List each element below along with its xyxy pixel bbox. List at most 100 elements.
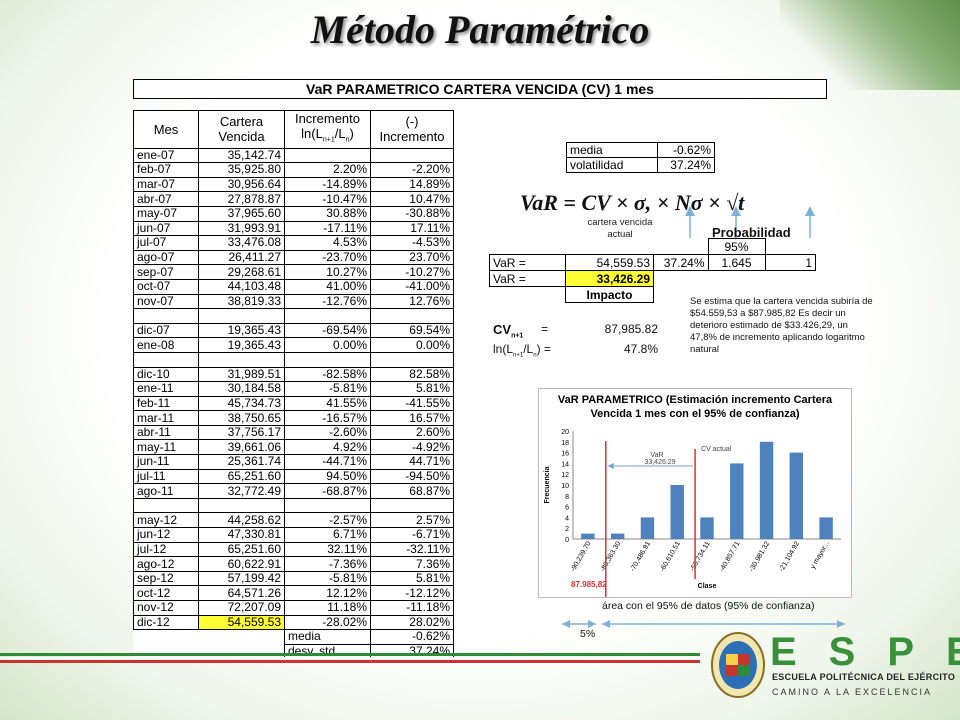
cartera-cell: 65,251.60 bbox=[198, 541, 285, 558]
table-row: jul-07 33,476.08 4.53% -4.53% bbox=[133, 235, 454, 251]
table-row: nov-07 38,819.33 -12.76% 12.76% bbox=[133, 293, 454, 310]
incremento-cell: -5.81% bbox=[284, 381, 371, 397]
table-row: dic-12 54,559.53 -28.02% 28.02% bbox=[133, 614, 454, 631]
x-tick-label: -60,610.51 bbox=[659, 540, 682, 573]
neg-incremento-cell: 5.81% bbox=[370, 570, 454, 587]
month-cell: dic-10 bbox=[133, 366, 199, 383]
incremento-cell: -7.36% bbox=[284, 556, 371, 572]
cartera-cell: 30,956.64 bbox=[198, 176, 285, 193]
month-cell: feb-11 bbox=[133, 395, 199, 412]
cartera-cell: 60,622.91 bbox=[198, 556, 285, 572]
cv-value: 87,985.82 bbox=[604, 322, 658, 336]
neg-incremento-cell: 69.54% bbox=[370, 322, 454, 339]
incremento-cell: -82.58% bbox=[284, 366, 371, 383]
month-cell: jul-07 bbox=[133, 235, 199, 251]
bar bbox=[730, 463, 744, 539]
incremento-cell: 4.92% bbox=[284, 439, 371, 456]
cartera-cell: 26,411.27 bbox=[198, 249, 285, 266]
y-tick-label: 4 bbox=[565, 515, 569, 522]
table-row: abr-07 27,878.87 -10.47% 10.47% bbox=[133, 191, 454, 207]
cartera-cell: 38,819.33 bbox=[198, 293, 285, 310]
cartera-cell: 64,571.26 bbox=[198, 585, 285, 601]
y-tick-label: 6 bbox=[565, 505, 569, 512]
cartera-cell: 65,251.60 bbox=[198, 468, 285, 485]
table-row: jul-12 65,251.60 32.11% -32.11% bbox=[133, 541, 454, 558]
incremento-cell: -23.70% bbox=[284, 249, 371, 266]
probabilidad-label: Probabilidad bbox=[712, 225, 791, 240]
neg-incremento-cell: 82.58% bbox=[370, 366, 454, 383]
table-row: jun-11 25,361.74 -44.71% 44.71% bbox=[133, 454, 454, 470]
incremento-cell: -5.81% bbox=[284, 570, 371, 587]
var-arrow-head bbox=[607, 463, 614, 469]
incremento-cell: 4.53% bbox=[284, 235, 371, 251]
histogram-chart: VaR PARAMETRICO (Estimación incremento C… bbox=[538, 388, 852, 598]
cv-eq: = bbox=[541, 322, 549, 336]
month-cell: jul-11 bbox=[133, 468, 199, 485]
month-cell: ene-07 bbox=[133, 147, 199, 164]
neg-incremento-cell: -32.11% bbox=[370, 541, 454, 558]
neg-incremento-cell: -10.27% bbox=[370, 264, 454, 280]
table-row: dic-07 19,365.43 -69.54% 69.54% bbox=[133, 322, 454, 339]
neg-incremento-cell: -12.12% bbox=[370, 585, 454, 601]
y-tick-label: 12 bbox=[561, 472, 569, 479]
neg-incremento-cell: 7.36% bbox=[370, 556, 454, 572]
cartera-cell: 31,993.91 bbox=[198, 220, 285, 237]
stripe-white bbox=[0, 657, 700, 660]
media-label: media bbox=[566, 142, 658, 158]
neg-incremento-cell: 14.89% bbox=[370, 176, 454, 193]
cartera-cell: 72,207.09 bbox=[198, 600, 285, 616]
neg-incremento-cell: 44.71% bbox=[370, 454, 454, 470]
incremento-cell: 32.11% bbox=[284, 541, 371, 558]
var-n: 1.645 bbox=[707, 254, 766, 271]
incremento-cell: 94.50% bbox=[284, 468, 371, 485]
table-row: may-11 39,661.06 4.92% -4.92% bbox=[133, 439, 454, 456]
chart-title: VaR PARAMETRICO (Estimación incremento C… bbox=[557, 394, 833, 420]
header-incremento: Incremento ln(Ln+1/Ln) bbox=[284, 110, 371, 149]
incremento-cell: 30.88% bbox=[284, 205, 371, 222]
data-table: Mes Cartera Vencida Incremento ln(Ln+1/Ln)… bbox=[133, 110, 454, 660]
x-tick-label: -90,239.70 bbox=[570, 540, 593, 573]
incremento-cell: -44.71% bbox=[284, 454, 371, 470]
month-cell: ene-11 bbox=[133, 381, 199, 397]
month-cell: ago-11 bbox=[133, 483, 199, 499]
month-cell: dic-07 bbox=[133, 322, 199, 339]
table-row: oct-12 64,571.26 12.12% -12.12% bbox=[133, 585, 454, 601]
x-tick-label: -80,363.30 bbox=[600, 540, 623, 573]
vol-label: volatilidad bbox=[566, 157, 658, 173]
row-gap bbox=[133, 351, 454, 368]
var-table: 95% VaR = 54,559.53 37.24% 1.645 1 VaR =… bbox=[489, 238, 816, 303]
incremento-cell: 41.00% bbox=[284, 278, 371, 295]
page-title: Método Paramétrico bbox=[310, 7, 650, 52]
x-tick-label: -21,104.92 bbox=[778, 540, 801, 573]
month-cell: jun-12 bbox=[133, 527, 199, 543]
incremento-cell: -12.76% bbox=[284, 293, 371, 310]
y-tick-label: 0 bbox=[565, 537, 569, 544]
table-row: ago-07 26,411.27 -23.70% 23.70% bbox=[133, 249, 454, 266]
cartera-cell: 47,330.81 bbox=[198, 527, 285, 543]
table-row: oct-07 44,103.48 41.00% -41.00% bbox=[133, 278, 454, 295]
incremento-cell: 41.55% bbox=[284, 395, 371, 412]
incremento-cell: -69.54% bbox=[284, 322, 371, 339]
range-arrows bbox=[562, 620, 845, 628]
var-formula: VaR = CV × σ, × Nσ × √t bbox=[520, 190, 744, 216]
incremento-cell: 6.71% bbox=[284, 527, 371, 543]
var-label: VaR bbox=[650, 452, 663, 459]
incremento-cell: 2.20% bbox=[284, 162, 371, 178]
header-cartera: Cartera Vencida bbox=[198, 110, 285, 149]
table-row: ene-07 35,142.74 bbox=[133, 147, 454, 164]
incremento-cell: -16.57% bbox=[284, 410, 371, 426]
neg-incremento-cell: 2.57% bbox=[370, 512, 454, 529]
vol-value: 37.24% bbox=[657, 157, 715, 173]
incremento-cell: -14.89% bbox=[284, 176, 371, 193]
neg-incremento-cell: -30.88% bbox=[370, 205, 454, 222]
neg-incremento-cell bbox=[370, 147, 454, 164]
table-row: mar-07 30,956.64 -14.89% 14.89% bbox=[133, 176, 454, 193]
bar bbox=[819, 517, 833, 539]
confidence-note: área con el 95% de datos (95% de confian… bbox=[602, 600, 815, 612]
neg-incremento-cell: -94.50% bbox=[370, 468, 454, 485]
cartera-cell: 44,103.48 bbox=[198, 278, 285, 295]
month-cell: oct-12 bbox=[133, 585, 199, 601]
cartera-cell: 32,772.49 bbox=[198, 483, 285, 499]
pct5-label: 5% bbox=[580, 628, 596, 640]
